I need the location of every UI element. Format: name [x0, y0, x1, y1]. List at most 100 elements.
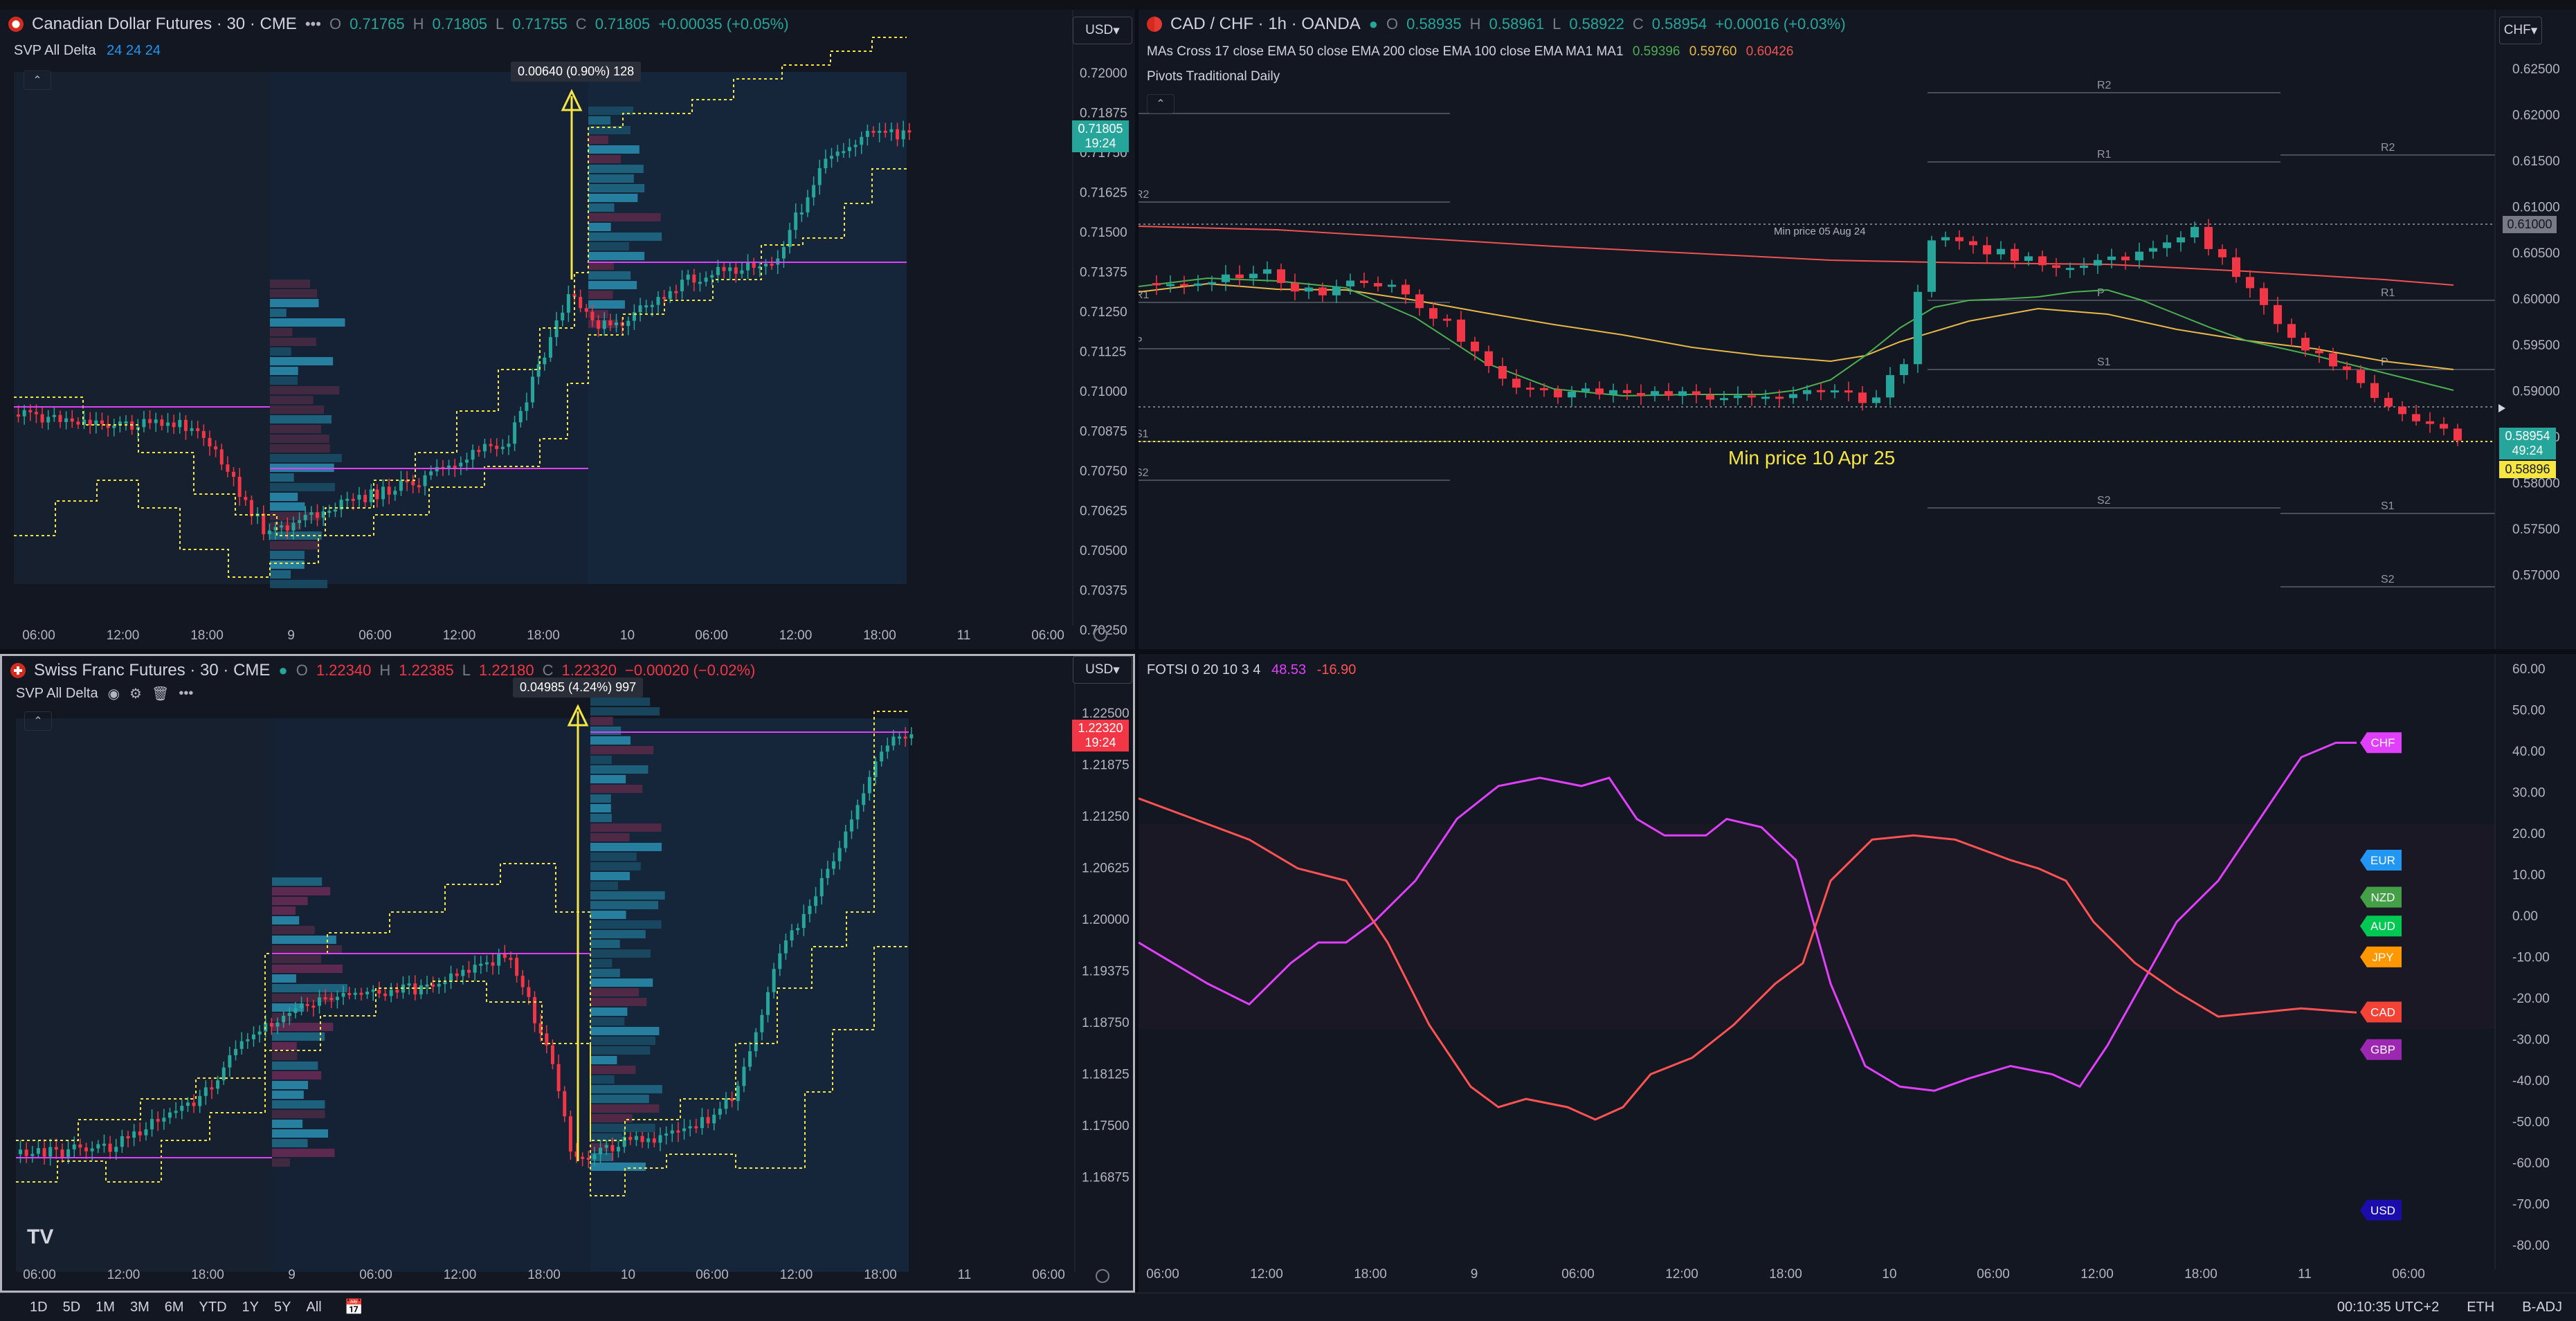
- gear-icon[interactable]: ⚙: [129, 686, 142, 702]
- fotsi-chart-pane[interactable]: 60.00 50.00 40.00 30.00 20.00 10.00 0.00 -10.00…: [1139, 654, 2576, 1293]
- currency-tag-nzd[interactable]: NZD: [2360, 886, 2402, 908]
- cad-futures-chart-pane[interactable]: 0.72000 0.71875 0.71750 0.71625 0.71500 0.713…: [0, 10, 1135, 649]
- currency-select[interactable]: USD ▾: [1073, 656, 1132, 684]
- last-price-value: 0.58954: [2505, 429, 2550, 443]
- chf-futures-chart-canvas[interactable]: 1.22500 1.21875 1.21250 1.20625 1.20000 1.193…: [2, 656, 1135, 1293]
- symbol-header[interactable]: CAD / CHF · 1h · OANDA ● O 0.58935 H 0.589…: [1139, 10, 1846, 39]
- min-price-annotation-small[interactable]: Min price 05 Aug 24: [1774, 226, 1866, 237]
- profile-bar: [272, 1091, 304, 1099]
- last-price-value: 1.22320: [1078, 721, 1123, 735]
- settings-icon[interactable]: [1096, 1269, 1109, 1283]
- candle-body: [590, 311, 595, 320]
- profile-bar: [590, 911, 626, 919]
- symbol-title[interactable]: Swiss Franc Futures · 30 · CME: [34, 661, 271, 680]
- ma-legend[interactable]: MAs Cross 17 close EMA 50 close EMA 200 …: [1147, 44, 1793, 60]
- currency-tag-eur[interactable]: EUR: [2360, 850, 2402, 871]
- candle-body: [1180, 284, 1188, 286]
- collapse-legend-button[interactable]: ⌃: [24, 71, 51, 90]
- timeframe-1m[interactable]: 1M: [96, 1299, 115, 1315]
- candle-body: [1581, 388, 1590, 392]
- scroll-right-arrow-icon[interactable]: [2498, 404, 2505, 412]
- low-value: 1.22180: [479, 662, 534, 679]
- timeframe-1d[interactable]: 1D: [30, 1299, 48, 1315]
- price-axis: 0.62500 0.62000 0.61500 0.61000 0.60500 0.600…: [2512, 62, 2560, 583]
- eye-icon[interactable]: ◉: [107, 686, 120, 702]
- collapse-legend-button[interactable]: ⌃: [24, 711, 52, 731]
- profile-bar: [588, 184, 645, 192]
- profile-bar: [270, 309, 287, 317]
- candle-body: [574, 1151, 579, 1157]
- candle-body: [515, 958, 519, 976]
- candle-body: [1152, 283, 1161, 286]
- session-toggle[interactable]: ETH: [2467, 1299, 2495, 1315]
- candle-body: [305, 1003, 309, 1006]
- candle-body: [2177, 237, 2185, 243]
- calendar-icon[interactable]: 📅: [344, 1298, 364, 1315]
- timeframe-5y[interactable]: 5Y: [274, 1299, 291, 1315]
- trash-icon[interactable]: 🗑: [151, 686, 170, 702]
- fotsi-indicator-name[interactable]: FOTSI 0 20 10 3 4: [1147, 662, 1261, 677]
- dotted-level-label: 0.61000: [2503, 216, 2557, 233]
- timeframe-3m[interactable]: 3M: [129, 1299, 149, 1315]
- collapse-legend-button[interactable]: ⌃: [1147, 94, 1174, 113]
- time-axis: 06:00 12:00 18:00 9 06:00 12:00 18:00 10 06:00 12…: [23, 1268, 1065, 1282]
- currency-tag-chf[interactable]: CHF: [2360, 732, 2402, 754]
- axis-label: 0.58000: [2512, 477, 2560, 491]
- pane-divider-horizontal[interactable]: [0, 649, 2576, 654]
- candle-body: [781, 246, 786, 259]
- candle-body: [1235, 274, 1244, 279]
- profile-bar: [590, 843, 662, 851]
- profile-bar: [590, 978, 653, 987]
- min-price-annotation[interactable]: Min price 10 Apr 25: [1728, 447, 1896, 468]
- cadchf-chart-pane[interactable]: R2 R1 P S1 S2 R2 R1 P S1 S2 R2 R1 P S1 S2 0.62500 0.620…: [1139, 10, 2576, 649]
- symbol-title[interactable]: Canadian Dollar Futures · 30 · CME: [32, 15, 297, 33]
- indicator-legend[interactable]: SVP All Delta ◉ ⚙ 🗑 •••: [16, 685, 193, 702]
- fotsi-chart-canvas[interactable]: 60.00 50.00 40.00 30.00 20.00 10.00 0.00 -10.00…: [1139, 654, 2576, 1293]
- more-icon[interactable]: •••: [305, 15, 321, 33]
- candle-body: [907, 130, 911, 133]
- ema-100-line: [1139, 282, 2454, 370]
- timeframe-5d[interactable]: 5D: [62, 1299, 81, 1315]
- profile-bar: [272, 1032, 325, 1041]
- indicator-name[interactable]: SVP All Delta: [14, 43, 96, 58]
- timeframe-1y[interactable]: 1Y: [242, 1299, 260, 1315]
- more-icon[interactable]: •••: [179, 686, 194, 701]
- profile-bar: [272, 1023, 334, 1031]
- axis-label: P: [1139, 336, 1143, 347]
- currency-tag-usd[interactable]: USD: [2360, 1199, 2402, 1221]
- profile-bar: [270, 328, 293, 336]
- chf-futures-chart-pane[interactable]: 1.22500 1.21875 1.21250 1.20625 1.20000 1.193…: [0, 654, 1135, 1293]
- axis-label: 18:00: [191, 1268, 224, 1282]
- settings-icon[interactable]: [1094, 628, 1107, 641]
- currency-tag-jpy[interactable]: JPY: [2360, 946, 2402, 967]
- clock[interactable]: 00:10:35 UTC+2: [2337, 1299, 2440, 1315]
- profile-bar: [588, 242, 629, 250]
- indicator-legend[interactable]: SVP All Delta 24 24 24: [14, 43, 161, 59]
- indicator-name[interactable]: SVP All Delta: [16, 686, 98, 701]
- timeframe-ytd[interactable]: YTD: [199, 1299, 227, 1315]
- adjustment-toggle[interactable]: B-ADJ: [2522, 1299, 2562, 1315]
- fotsi-legend[interactable]: FOTSI 0 20 10 3 4 48.53 -16.90: [1147, 662, 1356, 678]
- symbol-header[interactable]: Swiss Franc Futures · 30 · CME ● O 1.2234…: [2, 656, 755, 685]
- candle-body: [34, 412, 38, 414]
- symbol-header[interactable]: Canadian Dollar Futures · 30 · CME ••• O…: [0, 10, 789, 39]
- axis-label: 0.71625: [1080, 186, 1127, 201]
- currency-select[interactable]: CHF ▾: [2499, 17, 2542, 44]
- pivots-legend[interactable]: Pivots Traditional Daily: [1147, 69, 1280, 84]
- candle-body: [484, 962, 489, 965]
- cad-futures-chart-canvas[interactable]: 0.720000.718750.717500.716250.715000.713…: [0, 10, 1135, 649]
- candle-body: [770, 264, 774, 266]
- currency-tag-aud[interactable]: AUD: [2360, 915, 2402, 937]
- timeframe-all[interactable]: All: [306, 1299, 322, 1315]
- currency-tag-gbp[interactable]: GBP: [2360, 1039, 2402, 1060]
- axis-label: 1.18750: [1082, 1016, 1130, 1030]
- ma-indicator-name[interactable]: MAs Cross 17 close EMA 50 close EMA 200 …: [1147, 44, 1624, 59]
- currency-tag-cad[interactable]: CAD: [2360, 1001, 2402, 1023]
- tradingview-logo[interactable]: TV: [27, 1226, 54, 1248]
- axis-label: S2: [1139, 467, 1149, 479]
- symbol-title[interactable]: CAD / CHF · 1h · OANDA: [1170, 15, 1361, 33]
- candle-body: [1277, 269, 1285, 283]
- timeframe-6m[interactable]: 6M: [164, 1299, 184, 1315]
- currency-select[interactable]: USD ▾: [1073, 17, 1132, 44]
